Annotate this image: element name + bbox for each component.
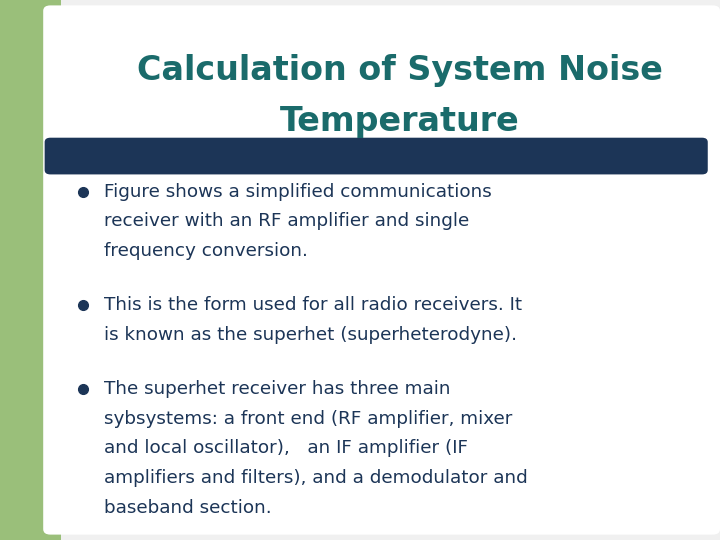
Text: Calculation of System Noise: Calculation of System Noise (137, 53, 662, 87)
FancyBboxPatch shape (43, 5, 720, 535)
Text: is known as the superhet (superheterodyne).: is known as the superhet (superheterodyn… (104, 326, 518, 344)
Text: Temperature: Temperature (280, 105, 519, 138)
Text: The superhet receiver has three main: The superhet receiver has three main (104, 380, 451, 398)
Text: sybsystems: a front end (RF amplifier, mixer: sybsystems: a front end (RF amplifier, m… (104, 409, 513, 428)
FancyBboxPatch shape (0, 0, 61, 540)
Text: This is the form used for all radio receivers. It: This is the form used for all radio rece… (104, 296, 523, 314)
Text: amplifiers and filters), and a demodulator and: amplifiers and filters), and a demodulat… (104, 469, 528, 487)
FancyBboxPatch shape (45, 138, 708, 174)
Text: receiver with an RF amplifier and single: receiver with an RF amplifier and single (104, 212, 469, 231)
Text: baseband section.: baseband section. (104, 498, 272, 517)
Text: and local oscillator),   an IF amplifier (IF: and local oscillator), an IF amplifier (… (104, 439, 469, 457)
Text: frequency conversion.: frequency conversion. (104, 242, 308, 260)
Text: Figure shows a simplified communications: Figure shows a simplified communications (104, 183, 492, 201)
